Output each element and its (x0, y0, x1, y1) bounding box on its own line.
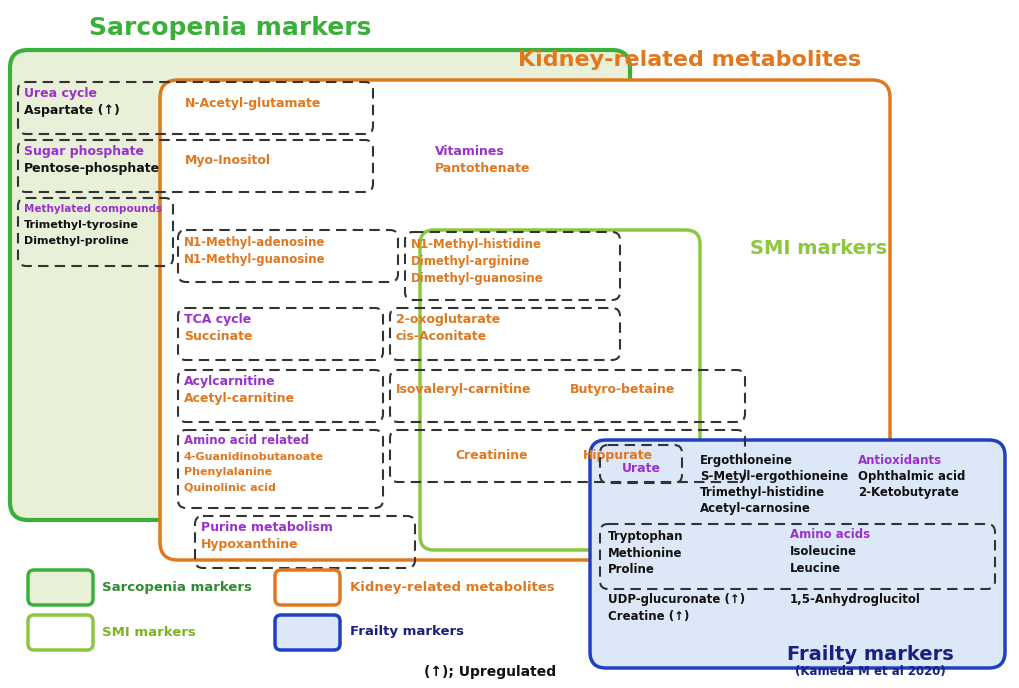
Text: Dimethyl-guanosine: Dimethyl-guanosine (411, 272, 543, 285)
Text: Succinate: Succinate (183, 330, 253, 343)
Text: 4-Guanidinobutanoate: 4-Guanidinobutanoate (183, 452, 324, 462)
Text: Acylcarnitine: Acylcarnitine (183, 375, 275, 388)
Text: Sarcopenia markers: Sarcopenia markers (89, 16, 371, 40)
FancyBboxPatch shape (589, 440, 1004, 668)
Text: Methionine: Methionine (607, 547, 682, 560)
Text: Isoleucine: Isoleucine (790, 545, 856, 558)
Text: Isovaleryl-carnitine: Isovaleryl-carnitine (395, 383, 531, 396)
FancyBboxPatch shape (275, 570, 339, 605)
Text: Sarcopenia markers: Sarcopenia markers (102, 581, 252, 594)
Text: Kidney-related metabolites: Kidney-related metabolites (350, 581, 554, 594)
FancyBboxPatch shape (275, 615, 339, 650)
Text: TCA cycle: TCA cycle (183, 313, 251, 326)
Text: Ergothioneine: Ergothioneine (699, 454, 792, 467)
Text: Quinolinic acid: Quinolinic acid (183, 482, 275, 492)
Text: Frailty markers: Frailty markers (786, 645, 953, 665)
Text: Hypoxanthine: Hypoxanthine (201, 538, 299, 551)
Text: Phenylalanine: Phenylalanine (183, 467, 272, 477)
Text: Hippurate: Hippurate (583, 449, 652, 462)
Text: 1,5-Anhydroglucitol: 1,5-Anhydroglucitol (790, 593, 920, 606)
Text: Antioxidants: Antioxidants (857, 454, 942, 467)
Text: Ophthalmic acid: Ophthalmic acid (857, 470, 964, 483)
Text: N1-Methyl-adenosine: N1-Methyl-adenosine (183, 236, 325, 249)
Text: 2-oxoglutarate: 2-oxoglutarate (395, 313, 499, 326)
Text: Butyro-betaine: Butyro-betaine (570, 383, 675, 396)
Text: S-Metyl-ergothioneine: S-Metyl-ergothioneine (699, 470, 848, 483)
Text: Leucine: Leucine (790, 562, 841, 575)
Text: Methylated compounds: Methylated compounds (24, 204, 162, 214)
Text: (Kameda M et al 2020): (Kameda M et al 2020) (794, 665, 945, 678)
Text: N1-Methyl-guanosine: N1-Methyl-guanosine (183, 253, 325, 266)
Text: Aspartate (↑): Aspartate (↑) (24, 104, 120, 117)
Text: Creatinine: Creatinine (454, 449, 527, 462)
Text: SMI markers: SMI markers (102, 625, 196, 638)
Text: Proline: Proline (607, 563, 654, 576)
Text: Urea cycle: Urea cycle (24, 87, 97, 100)
FancyBboxPatch shape (160, 80, 890, 560)
Text: Pentose-phosphate: Pentose-phosphate (24, 162, 160, 175)
Text: Vitamines: Vitamines (434, 145, 504, 158)
Text: Tryptophan: Tryptophan (607, 530, 683, 543)
Text: Acetyl-carnosine: Acetyl-carnosine (699, 502, 810, 515)
FancyBboxPatch shape (420, 230, 699, 550)
Text: Amino acids: Amino acids (790, 528, 869, 541)
Text: Urate: Urate (621, 462, 660, 475)
Text: Trimethyl-tyrosine: Trimethyl-tyrosine (24, 220, 139, 230)
Text: Myo-Inositol: Myo-Inositol (184, 154, 271, 167)
Text: Pantothenate: Pantothenate (434, 162, 530, 175)
Text: 2-Ketobutyrate: 2-Ketobutyrate (857, 486, 958, 499)
Text: Amino acid related: Amino acid related (183, 434, 309, 447)
Text: Dimethyl-proline: Dimethyl-proline (24, 236, 128, 246)
Text: Purine metabolism: Purine metabolism (201, 521, 332, 534)
Text: SMI markers: SMI markers (749, 239, 887, 257)
Text: (↑); Upregulated: (↑); Upregulated (424, 665, 555, 679)
FancyBboxPatch shape (28, 570, 93, 605)
Text: Acetyl-carnitine: Acetyl-carnitine (183, 392, 294, 405)
FancyBboxPatch shape (28, 615, 93, 650)
Text: N1-Methyl-histidine: N1-Methyl-histidine (411, 238, 541, 251)
Text: Frailty markers: Frailty markers (350, 625, 464, 638)
Text: Trimethyl-histidine: Trimethyl-histidine (699, 486, 824, 499)
Text: Kidney-related metabolites: Kidney-related metabolites (518, 50, 861, 70)
Text: N-Acetyl-glutamate: N-Acetyl-glutamate (184, 97, 321, 110)
FancyBboxPatch shape (10, 50, 630, 520)
Text: Creatine (↑): Creatine (↑) (607, 610, 689, 623)
Text: cis-Aconitate: cis-Aconitate (395, 330, 487, 343)
Text: UDP-glucuronate (↑): UDP-glucuronate (↑) (607, 593, 745, 606)
Text: Dimethyl-arginine: Dimethyl-arginine (411, 255, 530, 268)
Text: Sugar phosphate: Sugar phosphate (24, 145, 144, 158)
